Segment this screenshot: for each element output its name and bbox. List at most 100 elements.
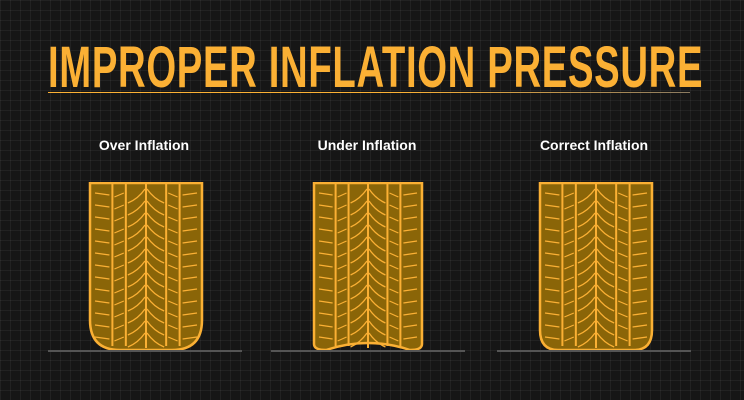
shoulder-sipe [544, 216, 560, 220]
shoulder-sipe [318, 264, 333, 268]
rib-sipe [564, 204, 575, 210]
shoulder-sipe [632, 312, 648, 316]
rib-sipe [337, 312, 347, 318]
center-sipe [127, 236, 146, 252]
rib-sipe [389, 240, 399, 246]
shoulder-sipe [318, 216, 333, 220]
rib-sipe [167, 240, 178, 246]
center-sipe [368, 248, 386, 264]
shoulder-sipe [544, 228, 560, 232]
center-sipe [146, 248, 165, 264]
rib-sipe [337, 216, 347, 222]
shoulder-sipe [403, 204, 418, 208]
shoulder-sipe [632, 288, 648, 292]
shoulder-sipe [632, 192, 648, 196]
rib-sipe [617, 240, 628, 246]
label-over-inflation: Over Inflation [98, 137, 190, 153]
rib-sipe [114, 300, 125, 306]
rib-sipe [167, 276, 178, 282]
shoulder-sipe [182, 240, 198, 244]
rib-sipe [167, 252, 178, 258]
shoulder-sipe [182, 336, 198, 340]
center-sipe [127, 308, 146, 324]
shoulder-sipe [632, 276, 648, 280]
shoulder-sipe [94, 288, 110, 292]
center-sipe [350, 248, 368, 264]
shoulder-sipe [632, 228, 648, 232]
shoulder-sipe [318, 240, 333, 244]
shoulder-sipe [94, 204, 110, 208]
center-sipe [368, 272, 386, 288]
rib-sipe [167, 228, 178, 234]
center-sipe [577, 308, 596, 324]
rib-sipe [617, 324, 628, 330]
rib-sipe [114, 276, 125, 282]
rib-sipe [114, 264, 125, 270]
rib-sipe [617, 288, 628, 294]
shoulder-sipe [318, 276, 333, 280]
rib-sipe [337, 192, 347, 198]
rib-sipe [617, 204, 628, 210]
rib-sipe [167, 192, 178, 198]
rib-sipe [114, 216, 125, 222]
center-sipe [350, 332, 368, 348]
center-sipe [368, 308, 386, 324]
center-sipe [146, 296, 165, 312]
rib-sipe [167, 312, 178, 318]
shoulder-sipe [403, 228, 418, 232]
center-sipe [577, 284, 596, 300]
shoulder-sipe [403, 336, 418, 340]
center-sipe [350, 272, 368, 288]
rib-sipe [114, 252, 125, 258]
center-sipe [577, 200, 596, 216]
rib-sipe [617, 252, 628, 258]
ground-line [497, 350, 691, 352]
center-sipe [146, 188, 165, 204]
center-sipe [577, 248, 596, 264]
shoulder-sipe [403, 300, 418, 304]
center-sipe [596, 188, 615, 204]
rib-sipe [389, 192, 399, 198]
shoulder-sipe [94, 240, 110, 244]
center-sipe [577, 332, 596, 348]
shoulder-sipe [182, 288, 198, 292]
center-sipe [146, 320, 165, 336]
shoulder-sipe [318, 300, 333, 304]
shoulder-sipe [318, 192, 333, 196]
shoulder-sipe [544, 276, 560, 280]
center-sipe [146, 260, 165, 276]
shoulder-sipe [94, 276, 110, 280]
center-sipe [368, 332, 386, 348]
center-sipe [127, 260, 146, 276]
shoulder-sipe [632, 252, 648, 256]
center-sipe [146, 284, 165, 300]
rib-sipe [389, 336, 399, 342]
center-sipe [596, 272, 615, 288]
center-sipe [368, 284, 386, 300]
shoulder-sipe [403, 252, 418, 256]
shoulder-sipe [632, 240, 648, 244]
shoulder-sipe [632, 204, 648, 208]
center-sipe [596, 200, 615, 216]
shoulder-sipe [182, 264, 198, 268]
shoulder-sipe [403, 240, 418, 244]
center-sipe [127, 200, 146, 216]
shoulder-sipe [632, 216, 648, 220]
center-sipe [350, 320, 368, 336]
center-sipe [596, 332, 615, 348]
center-sipe [146, 200, 165, 216]
center-sipe [350, 308, 368, 324]
rib-sipe [389, 252, 399, 258]
shoulder-sipe [632, 264, 648, 268]
rib-sipe [167, 204, 178, 210]
rib-sipe [564, 264, 575, 270]
center-sipe [127, 272, 146, 288]
rib-sipe [114, 324, 125, 330]
over-inflated-tire [88, 182, 204, 352]
rib-sipe [114, 336, 125, 342]
shoulder-sipe [544, 336, 560, 340]
center-sipe [596, 224, 615, 240]
rib-sipe [617, 336, 628, 342]
center-sipe [350, 212, 368, 228]
rib-sipe [167, 216, 178, 222]
